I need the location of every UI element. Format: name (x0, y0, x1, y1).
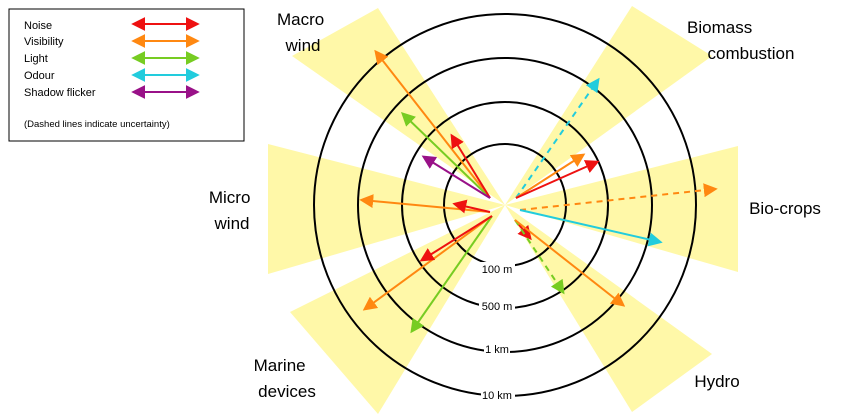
macro-wind-noise-arrow (450, 133, 491, 199)
sector-bio-crops (505, 146, 738, 272)
label-hydro: Hydro (694, 372, 739, 391)
legend-label-odour: Odour (24, 70, 55, 82)
ring-label-10km: 10 km (482, 390, 512, 402)
legend-label-light: Light (24, 53, 48, 65)
legend-note: (Dashed lines indicate uncertainty) (24, 119, 170, 130)
biomass-visibility-arrow (515, 153, 586, 199)
label-biomass-combustion: Biomass combustion (687, 18, 794, 63)
sector-marine-devices (290, 205, 505, 414)
legend-label-visibility: Visibility (24, 36, 64, 48)
label-micro-wind: Micro wind (209, 188, 255, 233)
micro-wind-visibility-arrow (359, 194, 491, 213)
sector-macro-wind (292, 8, 505, 205)
macro-wind-shadow-flicker-arrow (421, 155, 491, 199)
label-marine-devices: Marine devices (254, 356, 316, 401)
hydro-light-arrow (514, 219, 565, 295)
sector-biomass-combustion (505, 6, 712, 205)
micro-wind-noise-arrow (452, 199, 491, 214)
sector-micro-wind (268, 144, 505, 274)
label-bio-crops: Bio-crops (749, 199, 821, 218)
marine-noise-arrow (419, 215, 493, 262)
macro-wind-light-arrow (400, 112, 491, 199)
ring-label-100m: 100 m (482, 264, 513, 276)
ring-label-1km: 1 km (485, 344, 509, 356)
hydro-visibility-arrow (514, 219, 626, 307)
ring-label-500m: 500 m (482, 301, 513, 313)
legend-label-shadow-flicker: Shadow flicker (24, 87, 96, 99)
legend-box (8, 8, 245, 142)
biomass-noise-arrow (515, 160, 600, 199)
impact-arrows (359, 49, 718, 334)
label-macro-wind: Macro wind (277, 10, 329, 55)
marine-light-arrow (410, 215, 493, 334)
macro-wind-visibility-arrow (374, 49, 491, 199)
legend-label-noise: Noise (24, 20, 52, 32)
legend: Noise Visibility Light Odour Shadow flic… (8, 8, 245, 142)
bio-crops-odour-arrow (519, 209, 663, 247)
marine-visibility-arrow (362, 215, 493, 311)
biomass-odour-arrow (515, 77, 600, 199)
